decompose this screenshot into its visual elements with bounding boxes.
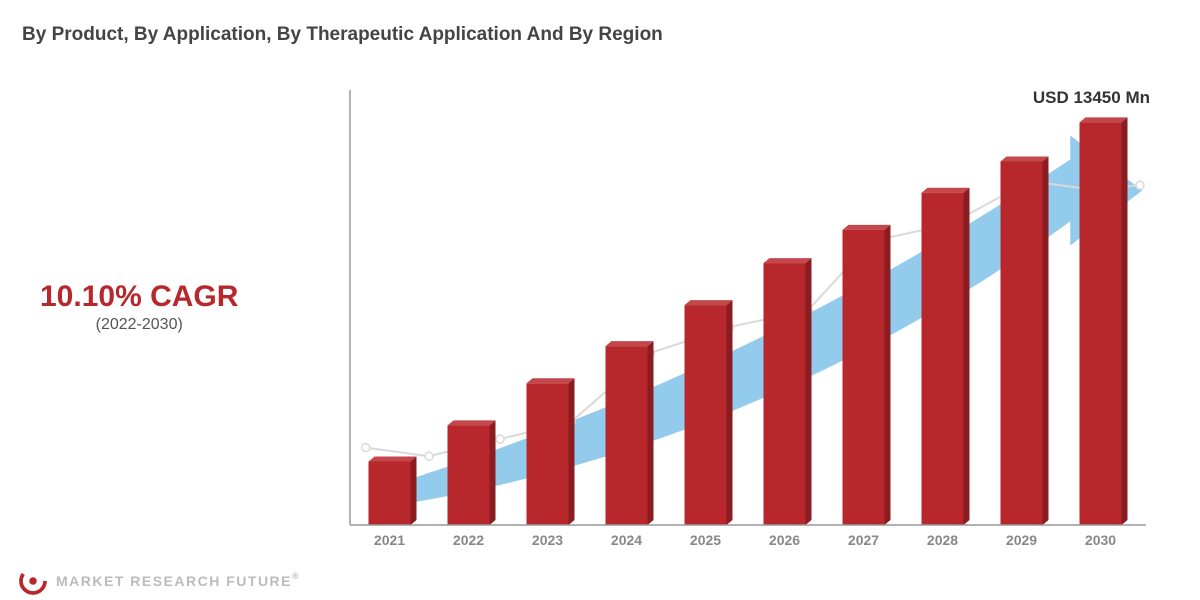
cagr-value: 10.10% CAGR: [40, 280, 238, 314]
svg-text:2022: 2022: [453, 532, 484, 545]
page-root: By Product, By Application, By Therapeut…: [0, 0, 1200, 600]
svg-text:2023: 2023: [532, 532, 563, 545]
svg-text:2021: 2021: [374, 532, 405, 545]
subtitle: By Product, By Application, By Therapeut…: [22, 24, 663, 46]
svg-text:2030: 2030: [1085, 532, 1116, 545]
svg-text:2024: 2024: [611, 532, 642, 545]
svg-text:2028: 2028: [927, 532, 958, 545]
svg-text:2025: 2025: [690, 532, 721, 545]
trademark-icon: ®: [292, 571, 300, 581]
chart-area: 2021 2022 2023 2024 2025 2026 2027 2028 2029 2030: [330, 85, 1160, 545]
cagr-block: 10.10% CAGR (2022-2030): [40, 280, 238, 334]
bar-chart: 2021 2022 2023 2024 2025 2026 2027 2028 2029 2030: [330, 85, 1160, 545]
brand-text: MARKET RESEARCH FUTURE ®: [56, 573, 292, 589]
svg-text:2026: 2026: [769, 532, 800, 545]
cagr-period: (2022-2030): [40, 316, 238, 334]
svg-text:2029: 2029: [1006, 532, 1037, 545]
svg-text:2027: 2027: [848, 532, 879, 545]
footer-brand: MARKET RESEARCH FUTURE ®: [18, 566, 292, 596]
brand-icon: [18, 566, 48, 596]
brand-text-label: MARKET RESEARCH FUTURE: [56, 573, 292, 589]
